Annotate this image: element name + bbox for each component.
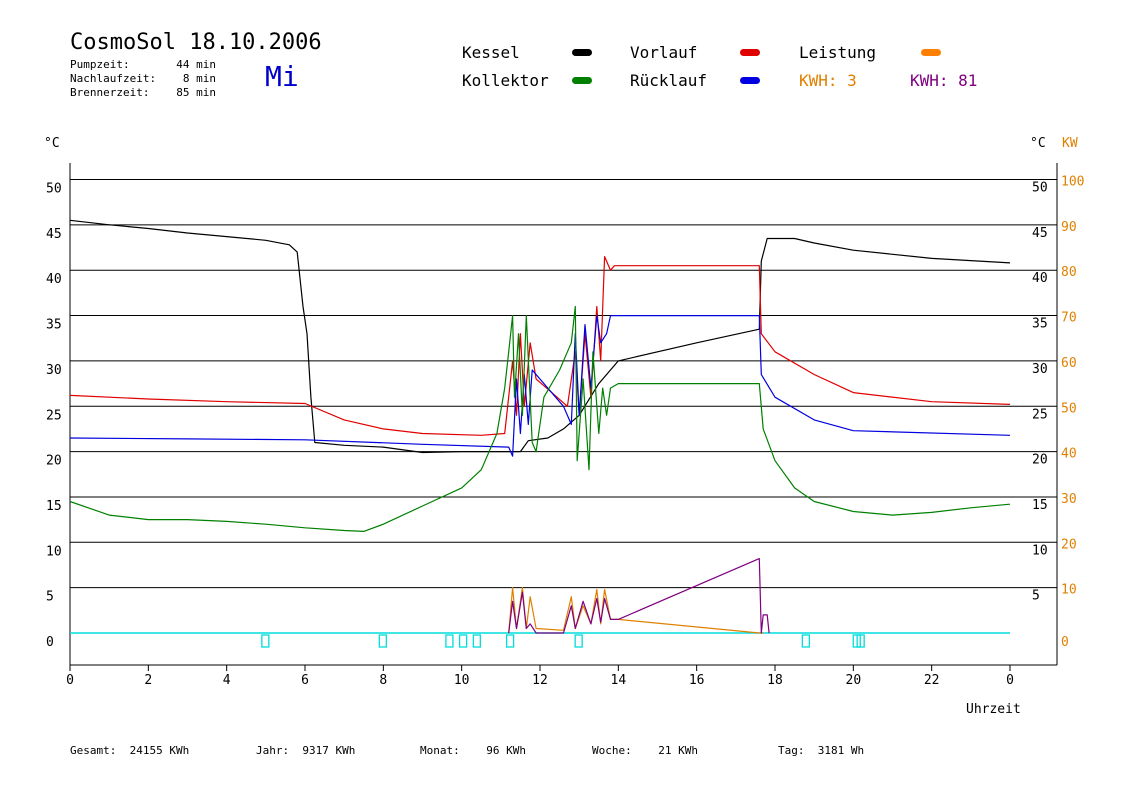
series-line-kwh bbox=[508, 557, 770, 634]
y-tick-label: 40 bbox=[46, 272, 62, 287]
legend-kwh-purple: KWH: 81 bbox=[910, 71, 978, 90]
pump-marker bbox=[261, 634, 270, 648]
y-tick-label: 35 bbox=[46, 318, 62, 333]
pump-markers bbox=[261, 634, 865, 648]
y-tick-label-right: 50 bbox=[1032, 181, 1048, 196]
legend-kessel-swatch bbox=[572, 49, 592, 56]
footer-gesamt: Gesamt: 24155 KWh bbox=[70, 744, 190, 757]
footer-tag: Tag: 3181 Wh bbox=[778, 744, 865, 757]
x-tick-label: 20 bbox=[846, 673, 862, 688]
y2-tick-label: 70 bbox=[1061, 311, 1077, 326]
left-axis-unit: °C bbox=[44, 136, 60, 151]
legend-vorlauf-label: Vorlauf bbox=[630, 43, 698, 62]
pump-marker bbox=[445, 634, 454, 648]
stat-pumpzeit-label: Pumpzeit: bbox=[70, 58, 130, 71]
y-tick-label: 10 bbox=[46, 544, 62, 559]
pump-marker bbox=[574, 634, 583, 648]
x-tick-label: 2 bbox=[144, 673, 152, 688]
stat-brennerzeit-label: Brennerzeit: bbox=[70, 86, 150, 99]
y-tick-label: 20 bbox=[46, 454, 62, 469]
y2-tick-label: 100 bbox=[1061, 175, 1084, 190]
y2-tick-label: 40 bbox=[1061, 447, 1077, 462]
y2-tick-label: 10 bbox=[1061, 583, 1077, 598]
pump-marker bbox=[378, 634, 387, 648]
stat-nachlaufzeit-label: Nachlaufzeit: bbox=[70, 72, 157, 85]
pump-marker bbox=[505, 634, 515, 648]
legend-kwh-orange: KWH: 3 bbox=[799, 71, 857, 90]
y-tick-label: 45 bbox=[46, 227, 62, 242]
x-tick-label: 6 bbox=[301, 673, 309, 688]
pump-marker bbox=[458, 634, 468, 648]
y2-tick-label: 0 bbox=[1061, 635, 1069, 650]
y-tick-label-right: 5 bbox=[1032, 589, 1040, 604]
y2-tick-label: 60 bbox=[1061, 356, 1077, 371]
x-tick-label: 18 bbox=[767, 673, 783, 688]
y2-tick-label: 30 bbox=[1061, 492, 1077, 507]
y-tick-label-right: 25 bbox=[1032, 407, 1048, 422]
series-line-leistung bbox=[508, 586, 764, 634]
y-tick-label: 30 bbox=[46, 363, 62, 378]
y-tick-label-right: 10 bbox=[1032, 543, 1048, 558]
series-line-vorlauf bbox=[69, 256, 1011, 436]
y-tick-label-right: 35 bbox=[1032, 317, 1048, 332]
y-tick-label-right: 20 bbox=[1032, 453, 1048, 468]
page-title: CosmoSol 18.10.2006 bbox=[70, 30, 322, 55]
x-tick-label: 4 bbox=[223, 673, 231, 688]
stat-pumpzeit-value: 44 min bbox=[176, 58, 216, 71]
legend-kollektor-label: Kollektor bbox=[462, 71, 549, 90]
y-tick-label-right: 40 bbox=[1032, 271, 1048, 286]
legend-ruecklauf-label: Rücklauf bbox=[630, 71, 708, 90]
y-tick-label: 5 bbox=[46, 590, 54, 605]
legend-kollektor-swatch bbox=[572, 77, 592, 84]
pump-marker bbox=[472, 634, 481, 648]
right-axis-unit-kw: KW bbox=[1062, 136, 1078, 151]
series-line-kollektor bbox=[69, 305, 1011, 533]
chart-series bbox=[69, 219, 1011, 634]
stat-nachlaufzeit-value: 8 min bbox=[182, 72, 216, 85]
x-tick-label: 8 bbox=[379, 673, 387, 688]
y-tick-label: 0 bbox=[46, 635, 54, 650]
right-axis-unit: °C bbox=[1030, 136, 1046, 151]
legend-vorlauf-swatch bbox=[740, 49, 760, 56]
y2-tick-label: 80 bbox=[1061, 265, 1077, 280]
y-tick-label: 25 bbox=[46, 408, 62, 423]
x-tick-label: 12 bbox=[532, 673, 548, 688]
x-tick-label: 0 bbox=[1006, 673, 1014, 688]
series-line-kessel bbox=[69, 219, 1011, 454]
y-tick-label-right: 45 bbox=[1032, 226, 1048, 241]
y2-tick-label: 20 bbox=[1061, 537, 1077, 552]
footer-woche: Woche: 21 KWh bbox=[592, 744, 698, 757]
x-tick-label: 14 bbox=[611, 673, 627, 688]
x-tick-label: 0 bbox=[66, 673, 74, 688]
y2-tick-label: 50 bbox=[1061, 401, 1077, 416]
legend-leistung-swatch bbox=[921, 49, 941, 56]
y-tick-label-right: 15 bbox=[1032, 498, 1048, 513]
y-tick-label-right: 30 bbox=[1032, 362, 1048, 377]
legend-kessel-label: Kessel bbox=[462, 43, 520, 62]
x-tick-label: 22 bbox=[924, 673, 940, 688]
x-axis-label: Uhrzeit bbox=[966, 702, 1021, 717]
x-tick-label: 16 bbox=[689, 673, 705, 688]
pump-marker bbox=[801, 634, 810, 648]
y-tick-label: 50 bbox=[46, 182, 62, 197]
y2-tick-label: 90 bbox=[1061, 220, 1077, 235]
footer-jahr: Jahr: 9317 KWh bbox=[256, 744, 356, 757]
x-tick-label: 10 bbox=[454, 673, 470, 688]
y-tick-label: 15 bbox=[46, 499, 62, 514]
footer-monat: Monat: 96 KWh bbox=[420, 744, 526, 757]
stat-brennerzeit-value: 85 min bbox=[176, 86, 216, 99]
legend-ruecklauf-swatch bbox=[740, 77, 760, 84]
legend-leistung-label: Leistung bbox=[799, 43, 877, 62]
pump-marker bbox=[856, 634, 865, 648]
weekday-label: Mi bbox=[265, 60, 299, 93]
chart-grid bbox=[69, 163, 1058, 666]
series-line-rücklauf bbox=[69, 315, 1011, 457]
